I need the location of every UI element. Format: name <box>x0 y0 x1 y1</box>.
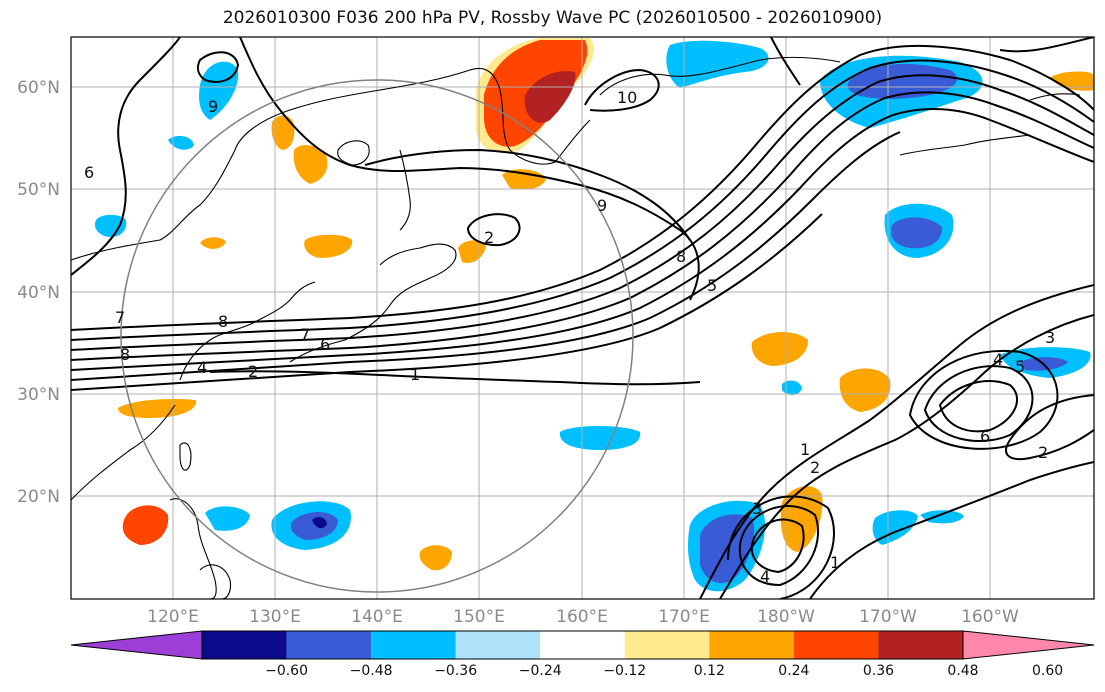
lat-label: 60°N <box>17 78 60 98</box>
contour-label: 8 <box>120 345 130 364</box>
contour-label: 6 <box>320 335 330 354</box>
lon-label: 170°W <box>859 607 917 627</box>
lat-label: 50°N <box>17 180 60 200</box>
colorbar-tick-label: −0.36 <box>434 663 477 679</box>
contour-label: 8 <box>676 247 686 266</box>
map-title: 2026010300 F036 200 hPa PV, Rossby Wave … <box>222 8 883 28</box>
map-frame <box>70 36 1095 600</box>
lat-label: 40°N <box>17 283 60 303</box>
graticule <box>71 37 1094 599</box>
contour-label: 1 <box>800 440 810 459</box>
contour-label: 3 <box>1045 328 1055 347</box>
contour-label: 7 <box>115 308 125 327</box>
contour-label: 5 <box>1015 357 1025 376</box>
longitude-labels: 120°E 130°E 140°E 150°E 160°E 170°E 180°… <box>147 607 1019 627</box>
contour-label: 5 <box>707 276 717 295</box>
colorbar-tick-label: −0.12 <box>603 663 646 679</box>
colorbar-tick-label: 0.12 <box>694 663 725 679</box>
lat-label: 30°N <box>17 385 60 405</box>
colorbar-segment <box>624 631 710 659</box>
colorbar-segment <box>455 631 541 659</box>
colorbar-tick-label: 0.24 <box>778 663 809 679</box>
contour-labels: 9 6 10 7 9 8 5 8 7 8 6 4 2 1 3 4 5 6 1 2… <box>84 88 1055 586</box>
contour-label: 6 <box>980 427 990 446</box>
colorbar-tick-label: 0.48 <box>947 663 978 679</box>
colorbar-extend-high <box>962 630 1095 660</box>
latitude-labels: 60°N 50°N 40°N 30°N 20°N <box>17 78 60 507</box>
contour-label: 4 <box>760 567 770 586</box>
contour-label: 2 <box>248 362 258 381</box>
contour-label: 2 <box>1038 443 1048 462</box>
colorbar-tick-label: 0.36 <box>863 663 894 679</box>
contour-label: 2 <box>484 228 494 247</box>
colorbar-frame <box>201 630 964 660</box>
contour-label: 9 <box>208 97 218 116</box>
contour-label: 8 <box>218 312 228 331</box>
lon-label: 160°W <box>961 607 1019 627</box>
lon-label: 120°E <box>147 607 199 627</box>
colorbar-tick-label: −0.24 <box>519 663 562 679</box>
colorbar-segment <box>709 631 794 659</box>
lon-label: 150°E <box>453 607 505 627</box>
colorbar-segment <box>202 631 287 659</box>
contour-label: 7 <box>300 325 310 344</box>
colorbar-tick-label: −0.60 <box>265 663 308 679</box>
contour-label: 10 <box>617 88 637 107</box>
contour-label: 3 <box>752 499 762 518</box>
colorbar-extend-low <box>70 630 203 660</box>
contour-label: 2 <box>810 458 820 477</box>
lat-label: 20°N <box>17 487 60 507</box>
lon-label: 180°W <box>757 607 815 627</box>
contour-label: 4 <box>197 358 207 377</box>
lon-label: 130°E <box>249 607 301 627</box>
colorbar-segment <box>540 631 625 659</box>
colorbar: −0.60 −0.48 −0.36 −0.24 −0.12 0.12 0.24 0.36 0.4… <box>70 630 1095 679</box>
colorbar-segment <box>371 631 456 659</box>
colorbar-segment <box>793 631 879 659</box>
reference-circle <box>120 79 634 593</box>
lon-label: 170°E <box>658 607 710 627</box>
colorbar-segment <box>286 631 372 659</box>
contour-label: 9 <box>597 196 607 215</box>
colorbar-tick-label: −0.48 <box>350 663 393 679</box>
contour-label: 4 <box>993 350 1003 369</box>
contour-label: 1 <box>410 365 420 384</box>
lon-label: 160°E <box>556 607 608 627</box>
colorbar-tick-label: 0.60 <box>1032 663 1063 679</box>
pv-contours <box>71 37 1094 599</box>
contour-label: 6 <box>84 163 94 182</box>
contour-label: 1 <box>830 553 840 572</box>
lon-label: 140°E <box>351 607 403 627</box>
colorbar-segment <box>878 631 963 659</box>
